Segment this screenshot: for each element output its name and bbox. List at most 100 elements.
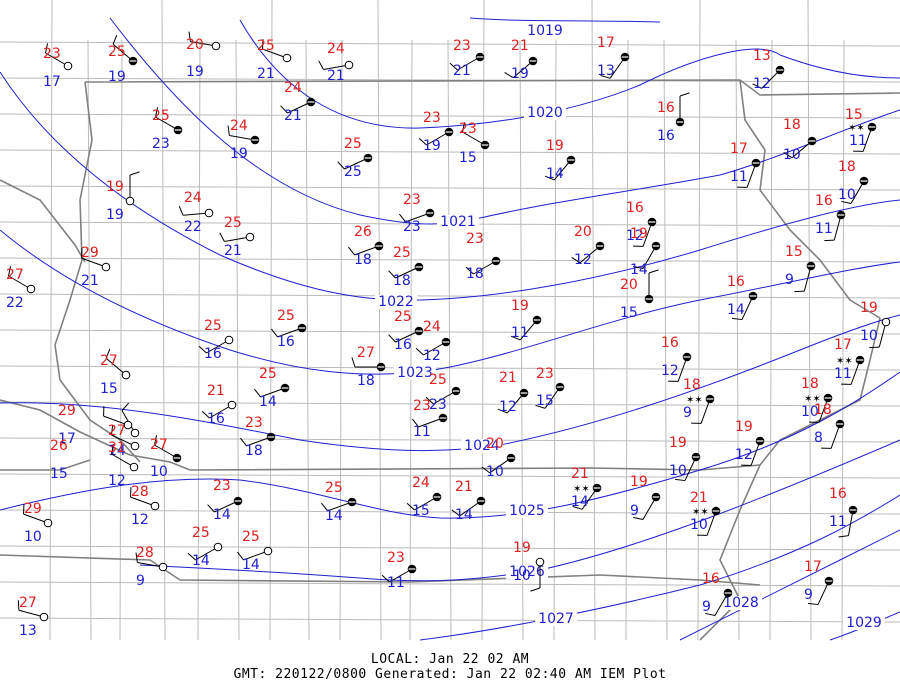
sky-clear-icon — [123, 420, 133, 430]
wind-barb-flag — [201, 410, 210, 419]
county-line — [0, 77, 900, 83]
station-dewpoint: 19 — [106, 207, 124, 223]
isobar-label: 1025 — [509, 503, 545, 519]
station-plot: 17 9 — [804, 559, 834, 606]
station-plot: 27 15 — [100, 348, 131, 397]
station-dewpoint: 10 — [690, 517, 708, 533]
station-plot: 25 14 — [237, 529, 273, 573]
sky-clear-icon — [125, 196, 135, 206]
station-dewpoint: 15 — [100, 381, 118, 397]
snow-icon: ✶✶ — [836, 356, 853, 367]
wind-barb-flag — [129, 171, 140, 176]
station-plot: 29 21 — [81, 245, 111, 289]
isobar-label-bg — [375, 295, 417, 309]
isobar-line — [679, 529, 900, 641]
station-plot: 23 15 — [459, 121, 490, 166]
station-dewpoint: 11 — [834, 366, 852, 382]
isobar-label: 1024 — [464, 438, 500, 454]
station-plot: 23 11 — [412, 398, 448, 440]
wind-barb — [684, 456, 697, 481]
station-dewpoint: 18 — [354, 252, 372, 268]
station-dewpoint: 21 — [453, 63, 471, 79]
station-temperature: 18 — [801, 376, 819, 392]
isobar-label-bg — [461, 439, 503, 453]
station-dewpoint: 10 — [486, 464, 504, 480]
wind-barb-flag — [17, 600, 20, 611]
wind-barb — [323, 64, 350, 71]
station-dewpoint: 21 — [224, 243, 242, 259]
station-dewpoint: 23 — [152, 136, 170, 152]
isobar-label: 1019 — [527, 23, 563, 39]
station-temperature: 25 — [242, 529, 260, 545]
wind-barb-flag — [337, 161, 345, 170]
station-plot: 18 8 — [814, 402, 845, 449]
state-boundary — [739, 79, 881, 319]
isobar-label: 1022 — [378, 294, 414, 310]
wind-barb — [105, 357, 127, 376]
wind-barb — [818, 397, 829, 423]
station-dewpoint: 12 — [131, 512, 149, 528]
station-dewpoint: 18 — [357, 373, 375, 389]
wind-barb-flag — [544, 175, 555, 181]
wind-barb-flag — [752, 83, 762, 89]
station-plot: 25 23 — [152, 107, 183, 152]
station-dewpoint: 19 — [423, 138, 441, 154]
wind-barb — [544, 386, 561, 409]
station-plot: 27 22 — [6, 266, 36, 311]
wind-barb-flag — [7, 266, 12, 277]
station-dewpoint: 14 — [259, 394, 277, 410]
station-dewpoint: 11 — [849, 133, 867, 149]
wind-barb-flag — [504, 71, 514, 79]
sky-clear-icon — [130, 428, 140, 438]
wind-barb — [18, 609, 45, 618]
station-dewpoint: 19 — [230, 146, 248, 162]
station-plot: 23 11 — [381, 550, 417, 591]
station-temperature: 17 — [597, 35, 615, 51]
station-plot: 25 16 — [271, 308, 307, 350]
generated-caption: GMT: 220122/0800 Generated: Jan 22 02:40… — [233, 667, 667, 682]
station-dewpoint: 15 — [620, 305, 638, 321]
station-plot: 29 10 — [23, 501, 53, 545]
wind-barb — [706, 510, 717, 536]
station-dewpoint: 12 — [661, 363, 679, 379]
station-temperature: 19 — [860, 300, 878, 316]
surface-map: 1019 1020 1021 1022 1023 1024 1025 1026 1027 1028… — [0, 0, 900, 641]
wind-barb-flag — [783, 151, 793, 159]
station-plot: 28 12 — [130, 484, 160, 528]
isobar-label: 1020 — [527, 105, 563, 121]
county-line — [197, 39, 201, 641]
wind-barb-flag — [841, 200, 852, 205]
wind-barb — [277, 327, 303, 338]
station-temperature: 23 — [536, 366, 554, 382]
wind-barb — [229, 134, 256, 141]
county-line — [807, 0, 812, 641]
wind-barb — [677, 356, 688, 382]
county-line — [377, 0, 382, 641]
wind-barb-flag — [110, 425, 114, 436]
wind-barb-flag — [399, 213, 406, 223]
station-temperature: 27 — [357, 345, 375, 361]
station-temperature: 27 — [19, 595, 37, 611]
station-dewpoint: 19 — [108, 69, 126, 85]
sky-clear-icon — [245, 232, 255, 242]
station-temperature: 27 — [6, 267, 24, 283]
station-dewpoint: 15 — [536, 393, 554, 409]
station-temperature: 19 — [546, 138, 564, 154]
county-line — [0, 437, 900, 443]
isobar-label-bg — [524, 106, 566, 120]
wind-barb-flag — [240, 437, 247, 447]
sky-clear-icon — [211, 41, 221, 51]
station-temperature: 28 — [131, 484, 149, 500]
station-plot: 25 18 — [388, 245, 424, 289]
sky-clear-icon — [881, 317, 891, 327]
station-temperature: 23 — [453, 38, 471, 54]
wind-barb-flag — [207, 504, 215, 513]
station-plot: 29 17 — [58, 402, 140, 447]
wind-barb-flag — [121, 402, 130, 411]
county-line — [553, 39, 557, 641]
